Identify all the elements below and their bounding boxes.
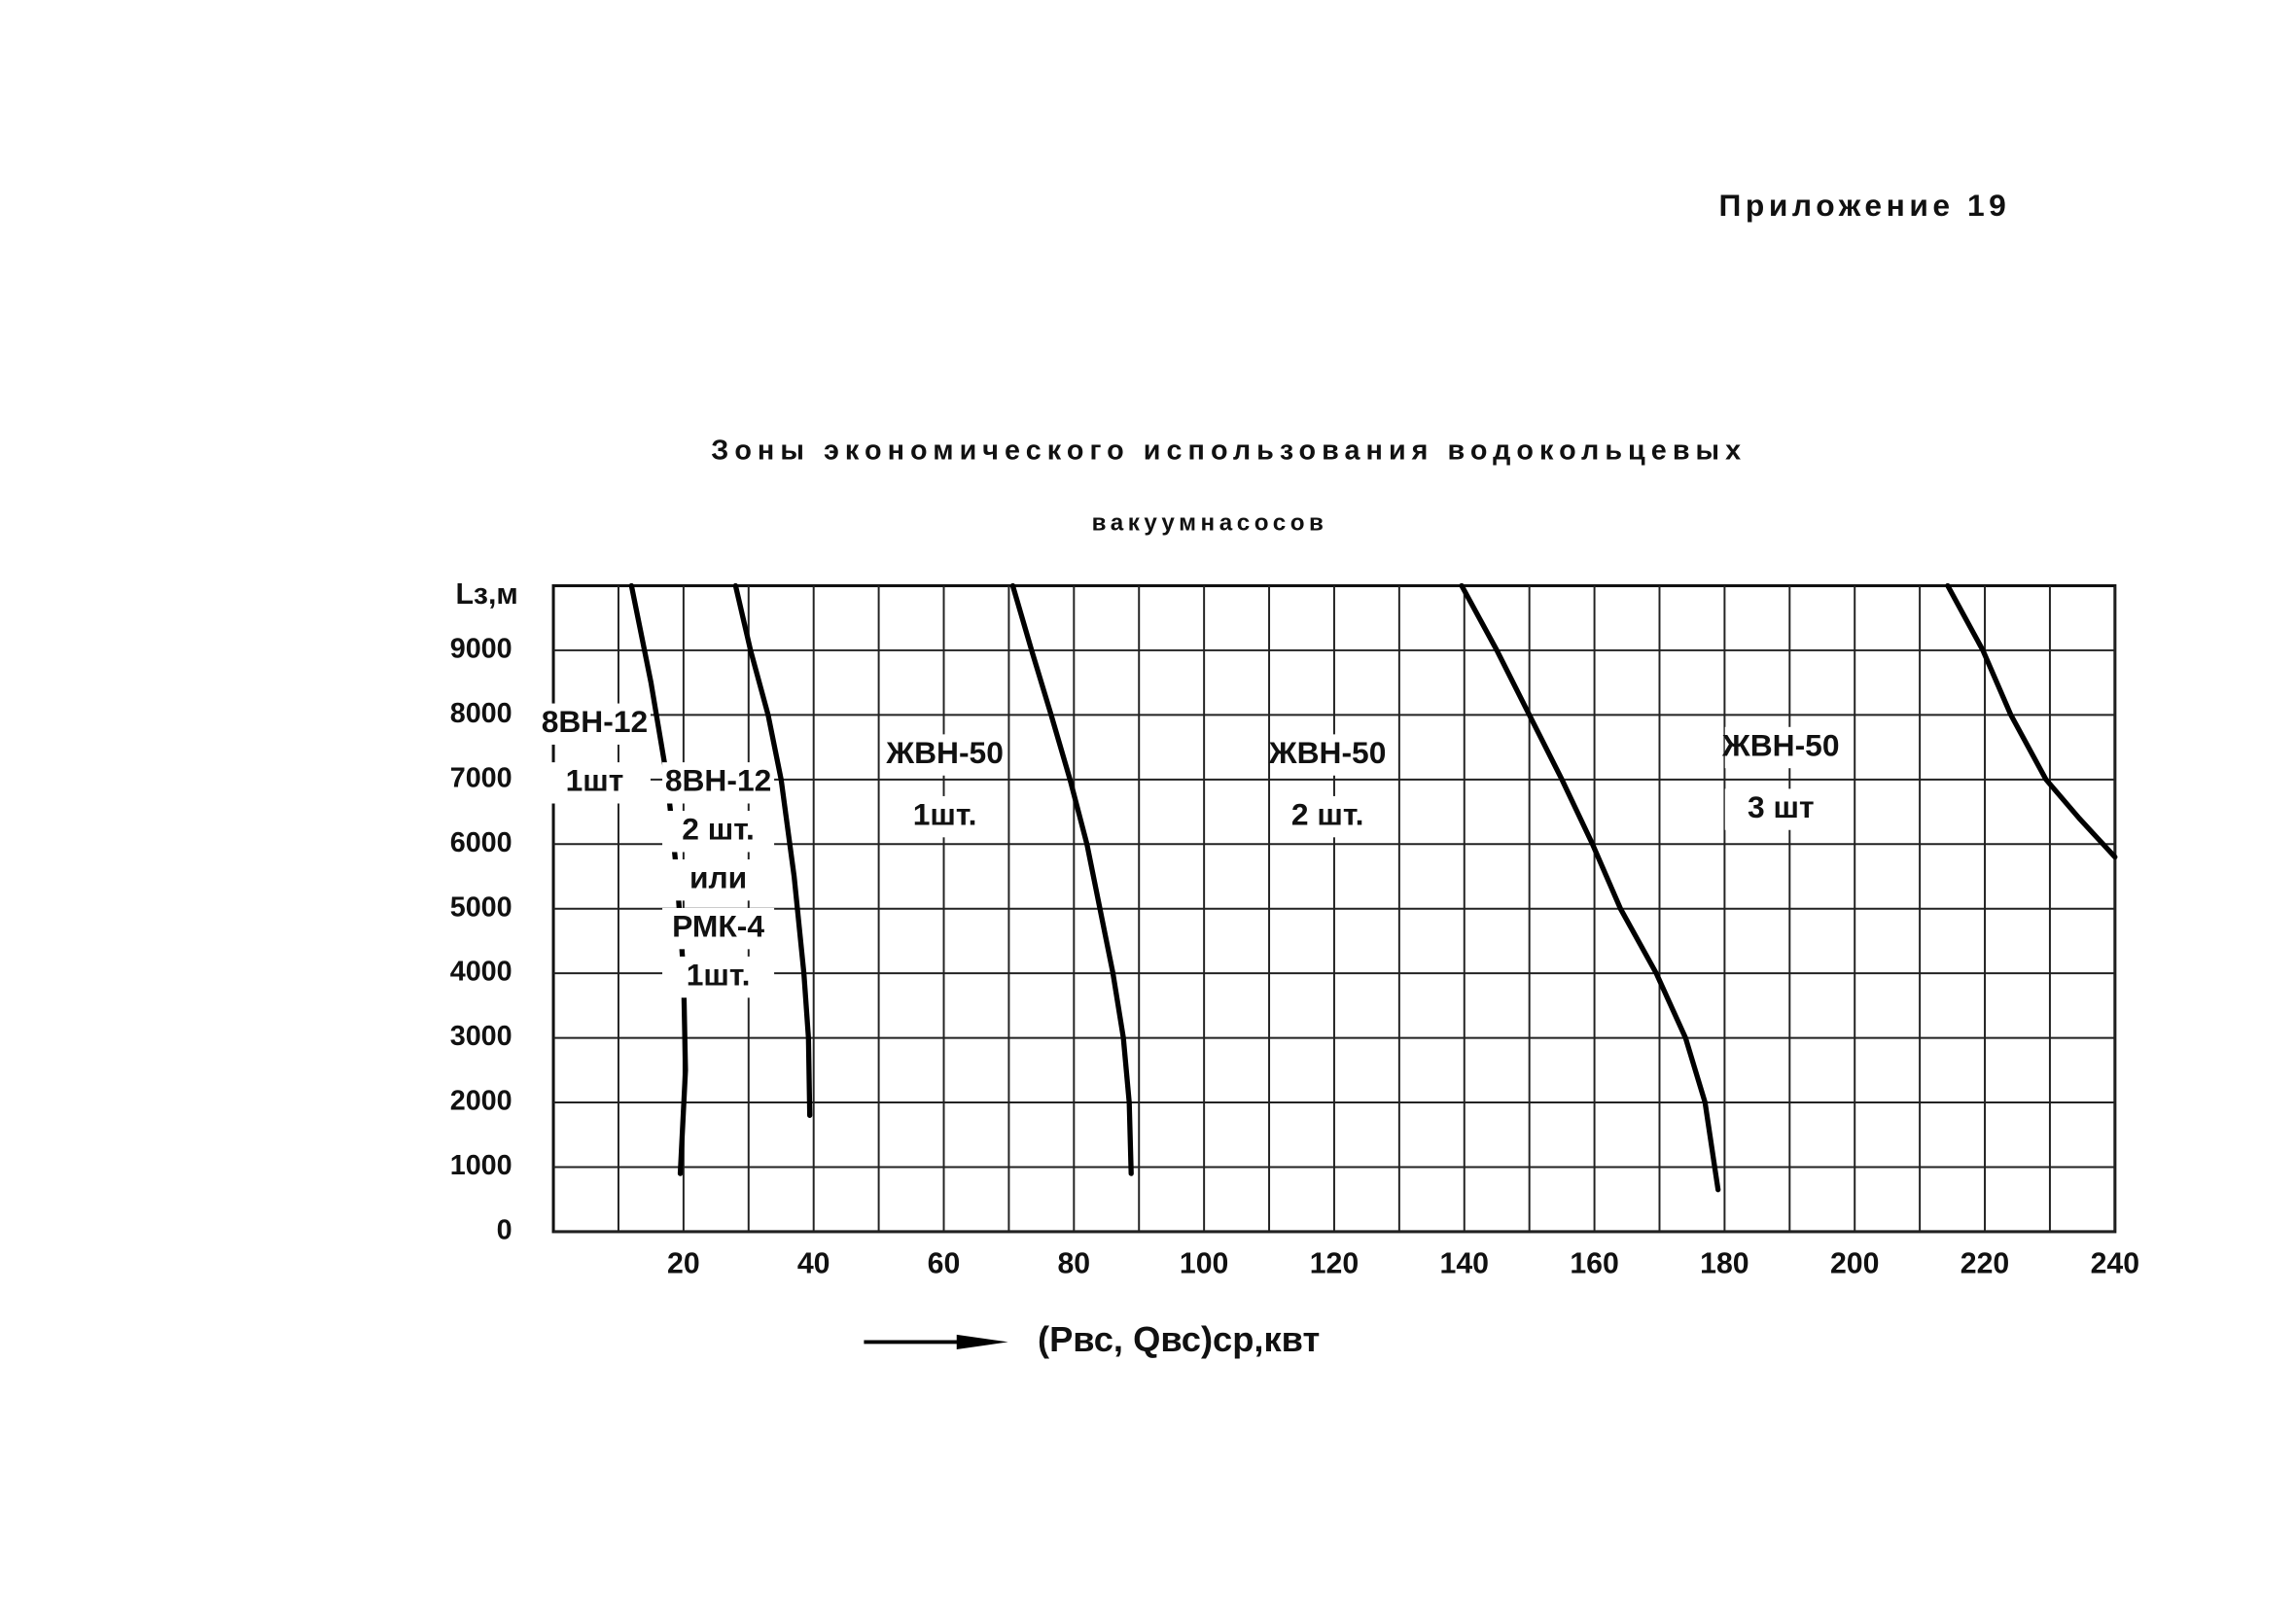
zone-label: 3 шт <box>1748 789 1815 824</box>
zone-label: 8ВН-12 <box>665 763 771 798</box>
x-tick-label: 160 <box>1570 1248 1618 1280</box>
y-tick-label: 0 <box>497 1215 512 1246</box>
x-tick-label: 200 <box>1830 1248 1879 1280</box>
page-header: Приложение 19 <box>1719 188 2011 223</box>
zone-label-bg <box>1271 795 1384 838</box>
x-axis-label: (Pвс, Qвс)ср,квт <box>1038 1319 1320 1359</box>
chart-title: вакуумнасосов <box>1092 509 1328 536</box>
zone-label: 2 шт. <box>682 812 755 847</box>
curve <box>732 582 813 1118</box>
x-tick-label: 240 <box>2091 1248 2139 1280</box>
zone-label: 1шт. <box>687 957 751 992</box>
x-tick-label: 180 <box>1700 1248 1748 1280</box>
zone-label: ЖВН-50 <box>885 735 1004 770</box>
curve <box>1459 582 1721 1193</box>
x-tick-label: 60 <box>928 1248 961 1280</box>
x-tick-label: 220 <box>1960 1248 2009 1280</box>
zone-label-bg <box>662 907 775 950</box>
y-tick-label: 1000 <box>450 1150 512 1181</box>
y-axis-label: Lз,м <box>455 578 517 611</box>
zone-label-bg <box>889 795 1002 838</box>
zone-label-bg <box>662 859 775 901</box>
y-tick-label: 2000 <box>450 1086 512 1117</box>
y-tick-label: 8000 <box>450 698 512 729</box>
x-axis-arrowhead <box>956 1334 1008 1349</box>
x-tick-label: 100 <box>1180 1248 1228 1280</box>
curve <box>1009 582 1134 1176</box>
zone-label-bg <box>538 703 651 745</box>
zone-label-bg <box>1271 734 1384 776</box>
x-tick-label: 120 <box>1310 1248 1359 1280</box>
y-tick-label: 7000 <box>450 762 512 793</box>
zone-label-bg <box>538 762 651 804</box>
zone-label: ЖВН-50 <box>1721 727 1840 762</box>
zone-label: 1шт <box>566 763 624 798</box>
zone-label: ЖВН-50 <box>1268 735 1387 770</box>
zone-label: РМК-4 <box>672 909 764 944</box>
y-tick-label: 5000 <box>450 891 512 923</box>
zone-label-bg <box>1724 726 1837 769</box>
y-tick-label: 3000 <box>450 1021 512 1052</box>
curve <box>1945 582 2118 860</box>
x-tick-label: 140 <box>1440 1248 1489 1280</box>
x-tick-label: 80 <box>1057 1248 1090 1280</box>
chart-title: Зоны экономического использования водоко… <box>711 435 1747 466</box>
x-tick-label: 40 <box>797 1248 830 1280</box>
zone-label-bg <box>889 734 1002 776</box>
x-tick-label: 20 <box>667 1248 700 1280</box>
zone-label-bg <box>662 811 775 853</box>
zone-label: 8ВН-12 <box>542 704 648 739</box>
zone-label: или <box>689 860 747 895</box>
zone-label-bg <box>1724 788 1837 830</box>
zone-label-bg <box>662 762 775 804</box>
y-tick-label: 4000 <box>450 957 512 988</box>
zone-label-bg <box>662 956 775 998</box>
y-tick-label: 6000 <box>450 827 512 858</box>
y-tick-label: 9000 <box>450 634 512 665</box>
zone-label: 2 шт. <box>1291 797 1364 832</box>
zone-label: 1шт. <box>913 797 977 832</box>
